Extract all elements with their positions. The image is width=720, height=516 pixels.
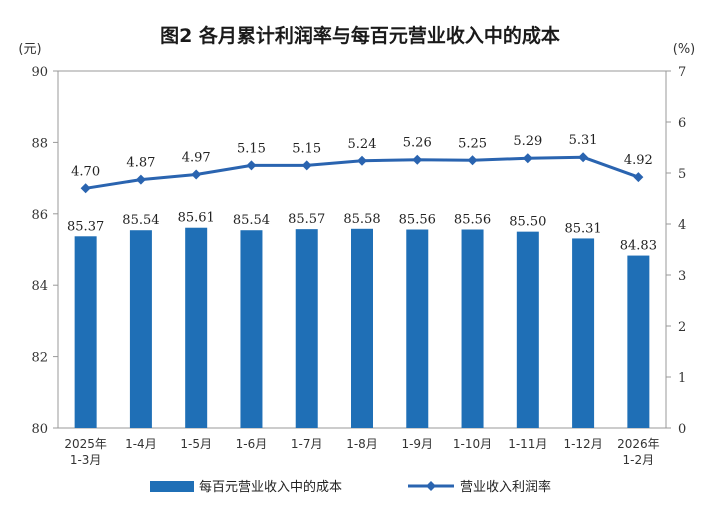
x-tick-line: 1-10月 bbox=[453, 437, 492, 451]
x-tick-line: 2026年 bbox=[617, 437, 660, 451]
legend-bar-label: 每百元营业收入中的成本 bbox=[199, 479, 342, 495]
x-axis: 2025年 1-3月 1-4月 1-5月 1-6月 1-7月 1-8月 1-9月 1-10月 1-… bbox=[64, 437, 659, 467]
right-tick-label: 7 bbox=[678, 65, 686, 80]
bar bbox=[351, 228, 373, 428]
bar bbox=[295, 229, 318, 428]
line-value-label: 5.29 bbox=[513, 134, 542, 149]
bar-series bbox=[74, 227, 650, 428]
x-tick-line: 1-5月 bbox=[180, 437, 212, 451]
left-axis: 80 82 84 86 88 90 bbox=[31, 65, 58, 437]
line-point bbox=[246, 160, 257, 171]
legend-line-label: 营业收入利润率 bbox=[460, 479, 551, 495]
bar bbox=[240, 230, 263, 428]
line-point bbox=[301, 160, 312, 171]
bar bbox=[461, 229, 484, 428]
bar bbox=[74, 236, 97, 428]
line-value-label: 4.70 bbox=[71, 164, 100, 179]
left-axis-unit: (元) bbox=[18, 42, 41, 57]
legend: 每百元营业收入中的成本 营业收入利润率 bbox=[150, 479, 551, 495]
bar-value-label: 85.31 bbox=[564, 221, 601, 236]
x-tick-label: 1-4月 bbox=[125, 437, 157, 451]
x-tick-label: 1-11月 bbox=[508, 437, 547, 451]
line-value-label: 4.97 bbox=[182, 151, 211, 166]
bar-value-label: 85.61 bbox=[178, 211, 215, 226]
bar bbox=[572, 238, 595, 428]
left-tick-label: 84 bbox=[31, 279, 48, 294]
bar-data-labels: 85.37 85.54 85.61 85.54 85.57 85.58 85.56 85.56… bbox=[67, 211, 657, 254]
left-tick-label: 88 bbox=[31, 136, 48, 151]
line-point bbox=[467, 155, 478, 166]
line-point bbox=[191, 169, 202, 180]
line-point bbox=[357, 155, 367, 166]
line-value-label: 5.26 bbox=[403, 136, 432, 151]
x-tick-label: 1-5月 bbox=[180, 437, 212, 451]
bar-value-label: 84.83 bbox=[620, 239, 657, 254]
line-point bbox=[135, 174, 146, 185]
x-tick-line: 1-12月 bbox=[563, 437, 602, 451]
bar-value-label: 85.50 bbox=[509, 215, 546, 230]
bar-value-label: 85.57 bbox=[288, 212, 325, 227]
bar-value-label: 85.54 bbox=[233, 213, 270, 228]
x-tick-line: 1-6月 bbox=[236, 437, 268, 451]
right-axis-unit: (%) bbox=[673, 42, 696, 57]
x-tick-line: 1-9月 bbox=[401, 437, 433, 451]
x-tick-line: 1-8月 bbox=[346, 437, 378, 451]
legend-line-marker bbox=[426, 481, 436, 491]
bar bbox=[627, 255, 650, 428]
x-tick-line: 1-11月 bbox=[508, 437, 547, 451]
line-value-label: 5.15 bbox=[292, 141, 321, 156]
left-tick-label: 86 bbox=[31, 208, 48, 223]
x-tick-line: 1-4月 bbox=[125, 437, 157, 451]
x-tick-label: 1-9月 bbox=[401, 437, 433, 451]
bar-value-label: 85.56 bbox=[399, 213, 436, 228]
line-value-label: 5.15 bbox=[237, 141, 266, 156]
line-point bbox=[412, 154, 423, 165]
x-tick-label: 1-12月 bbox=[563, 437, 602, 451]
bar-value-label: 85.37 bbox=[67, 219, 104, 234]
bar bbox=[129, 230, 152, 428]
left-tick-label: 82 bbox=[31, 351, 48, 366]
x-tick-label: 1-10月 bbox=[453, 437, 492, 451]
right-tick-label: 3 bbox=[678, 269, 686, 284]
right-tick-label: 6 bbox=[678, 116, 686, 131]
x-tick-line: 1-7月 bbox=[291, 437, 323, 451]
line-point bbox=[522, 153, 533, 164]
bar-value-label: 85.58 bbox=[343, 212, 380, 227]
x-tick-label: 1-6月 bbox=[236, 437, 268, 451]
bar-value-label: 85.54 bbox=[122, 213, 159, 228]
left-tick-label: 80 bbox=[31, 422, 48, 437]
chart-title: 图2 各月累计利润率与每百元营业收入中的成本 bbox=[160, 24, 560, 47]
x-tick-label: 1-8月 bbox=[346, 437, 378, 451]
bar-value-label: 85.56 bbox=[454, 213, 491, 228]
legend-bar-swatch bbox=[150, 481, 194, 492]
left-tick-label: 90 bbox=[31, 65, 48, 80]
x-tick-label: 2026年 1-2月 bbox=[617, 437, 660, 467]
x-tick-label: 1-7月 bbox=[291, 437, 323, 451]
line-value-label: 5.31 bbox=[569, 133, 598, 148]
line-series bbox=[80, 152, 644, 194]
x-tick-line: 1-3月 bbox=[70, 453, 102, 467]
line-value-label: 5.24 bbox=[348, 137, 377, 152]
bar bbox=[185, 227, 208, 428]
x-tick-line: 1-2月 bbox=[623, 453, 655, 467]
right-tick-label: 1 bbox=[678, 371, 686, 386]
line-value-label: 4.92 bbox=[624, 153, 653, 168]
line-point bbox=[633, 172, 644, 183]
line-point bbox=[80, 183, 91, 194]
right-axis: 0 1 2 3 4 5 6 7 bbox=[666, 65, 686, 437]
bar bbox=[516, 231, 539, 428]
x-tick-label: 2025年 1-3月 bbox=[64, 437, 107, 467]
bar bbox=[406, 229, 429, 428]
line-data-labels: 4.70 4.87 4.97 5.15 5.15 5.24 5.26 5.25 5.29 5.31… bbox=[71, 133, 653, 179]
line-point bbox=[578, 152, 589, 163]
right-tick-label: 0 bbox=[678, 422, 686, 437]
right-tick-label: 4 bbox=[678, 218, 686, 233]
right-tick-label: 5 bbox=[678, 167, 686, 182]
line-value-label: 5.25 bbox=[458, 136, 487, 151]
x-tick-line: 2025年 bbox=[64, 437, 107, 451]
right-tick-label: 2 bbox=[678, 320, 686, 335]
line-value-label: 4.87 bbox=[126, 156, 155, 171]
